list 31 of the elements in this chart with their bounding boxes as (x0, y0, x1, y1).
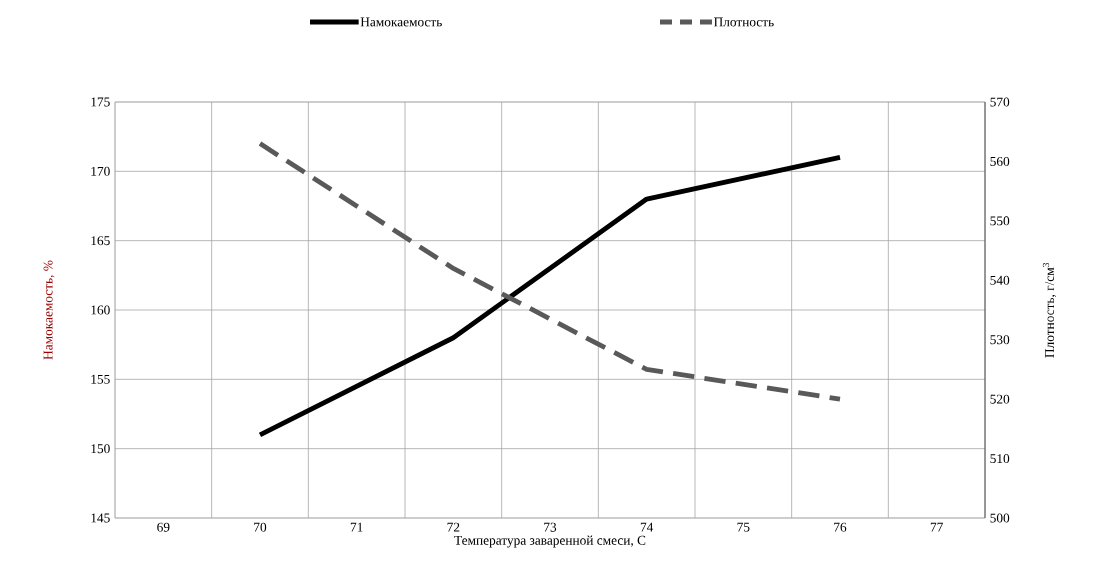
y-tick-label: 160 (91, 305, 110, 315)
y-tick-label: 170 (91, 166, 110, 176)
y2-tick-label: 540 (990, 275, 1010, 285)
legend-label: Плотность (713, 17, 774, 27)
x-tick-label: 74 (640, 522, 654, 532)
y2-tick-label: 550 (990, 216, 1010, 226)
y2-tick-label: 510 (990, 454, 1010, 464)
y-tick-label: 145 (91, 513, 110, 523)
x-tick-label: 69 (157, 522, 170, 532)
legend-label: Намокаемость (360, 17, 442, 27)
x-tick-label: 73 (544, 522, 557, 532)
x-tick-label: 76 (834, 522, 847, 532)
x-tick-label: 71 (350, 522, 363, 532)
y2-tick-label: 560 (990, 156, 1010, 166)
y-axis-title: Намокаемость, % (43, 260, 55, 360)
y2-tick-label: 530 (990, 335, 1010, 345)
y2-tick-label: 520 (990, 394, 1010, 404)
y2-tick-label: 500 (990, 513, 1010, 523)
y2-tick-label: 570 (990, 97, 1010, 107)
x-tick-label: 77 (930, 522, 943, 532)
y-tick-label: 150 (91, 444, 110, 454)
y2-axis-title: Плотность, г/см$^{3}$ (1042, 262, 1056, 358)
x-tick-label: 75 (737, 522, 750, 532)
y-tick-label: 165 (91, 236, 110, 246)
line-series (257, 155, 843, 438)
x-tick-label: 70 (254, 522, 267, 532)
y-tick-label: 175 (91, 97, 110, 107)
y-tick-label: 155 (91, 374, 110, 384)
line-series (257, 141, 843, 402)
x-axis-title: Температура заваренной смеси, С (454, 535, 646, 548)
x-tick-label: 72 (447, 522, 460, 532)
